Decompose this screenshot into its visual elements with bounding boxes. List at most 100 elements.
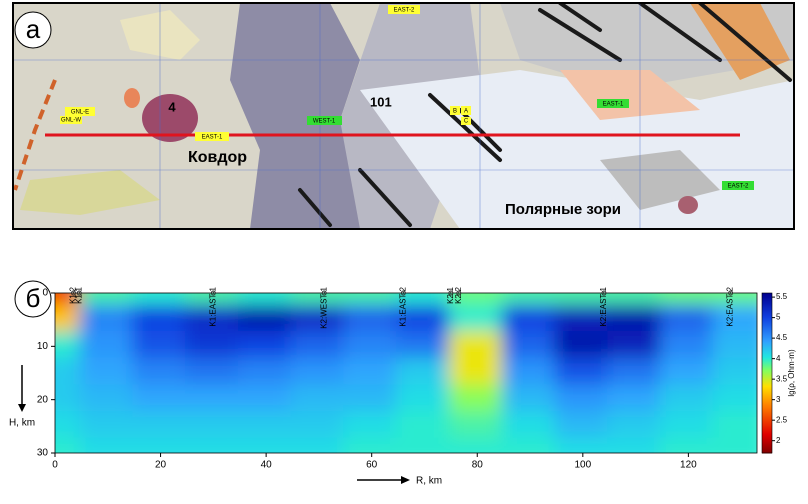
- heat-cell: [79, 357, 137, 389]
- station-tag: EAST-1: [603, 102, 624, 108]
- station-label: K1:EAST-2: [398, 286, 407, 326]
- station-label: K1:EAST-1: [208, 286, 217, 326]
- heat-cell: [501, 331, 559, 362]
- colorbar-segment: [762, 393, 772, 396]
- colorbar-segment: [762, 333, 772, 336]
- x-tick-label: 120: [680, 460, 697, 471]
- colorbar-segment: [762, 337, 772, 340]
- y-tick-label: 30: [37, 448, 49, 459]
- heat-cell: [79, 384, 137, 415]
- panel-label: а: [26, 14, 41, 44]
- heat-cell: [607, 357, 664, 389]
- colorbar-frame: [761, 292, 773, 454]
- heat-cell: [659, 384, 717, 415]
- station-label: K2-2: [454, 286, 463, 303]
- heat-cell: [79, 331, 137, 362]
- colorbar-tick-label: 4: [776, 354, 781, 363]
- colorbar-segment: [762, 377, 772, 380]
- heat-cell: [607, 437, 664, 453]
- colorbar-segment: [762, 311, 772, 314]
- colorbar-segment: [762, 427, 772, 430]
- x-tick-label: 80: [472, 460, 484, 471]
- heat-cell: [712, 384, 757, 415]
- colorbar-segment: [762, 391, 772, 394]
- heat-cell: [132, 331, 189, 362]
- colorbar-segment: [762, 403, 772, 406]
- colorbar-tick-label: 2: [776, 436, 781, 445]
- colorbar-segment: [762, 297, 772, 300]
- heat-cell: [554, 384, 612, 415]
- colorbar-segment: [762, 397, 772, 400]
- colorbar-segment: [762, 373, 772, 376]
- colorbar-segment: [762, 405, 772, 408]
- colorbar-segment: [762, 423, 772, 426]
- heat-cell: [290, 437, 348, 453]
- heat-cell: [132, 304, 189, 335]
- colorbar-segment: [762, 351, 772, 354]
- heat-cell: [396, 411, 453, 442]
- station-label: K2:EAST-1: [599, 286, 608, 326]
- heat-cell: [132, 411, 189, 442]
- station-tag: EAST-1: [202, 135, 223, 141]
- heat-cell: [237, 411, 295, 442]
- station-tag: B: [453, 109, 457, 115]
- colorbar-segment: [762, 359, 772, 362]
- y-tick-label: 20: [37, 394, 49, 405]
- geologic-map: [13, 3, 794, 229]
- heat-cell: [184, 304, 242, 335]
- station-marker: [210, 290, 216, 296]
- town-label: Ковдор: [188, 149, 247, 166]
- colorbar-tick-label: 3.5: [776, 374, 788, 383]
- heat-cell: [79, 304, 137, 335]
- heat-cell: [501, 304, 559, 335]
- heat-cell: [712, 411, 757, 442]
- heat-cell: [290, 384, 348, 415]
- heat-cell: [554, 304, 612, 335]
- heat-cell: [607, 331, 664, 362]
- colorbar-segment: [762, 357, 772, 360]
- heat-cell: [712, 331, 757, 362]
- colorbar-segment: [762, 441, 772, 444]
- heat-cell: [448, 331, 506, 362]
- heat-cell: [237, 437, 295, 453]
- colorbar-segment: [762, 437, 772, 440]
- colorbar-segment: [762, 307, 772, 310]
- heat-cell: [290, 304, 348, 335]
- colorbar-segment: [762, 451, 772, 454]
- station-tag: EAST-2: [394, 8, 415, 14]
- colorbar-segment: [762, 369, 772, 372]
- x-tick-label: 60: [366, 460, 378, 471]
- y-axis-label: H, km: [9, 418, 35, 429]
- y-tick-label: 0: [42, 288, 48, 299]
- colorbar-tick-label: 3: [776, 395, 781, 404]
- colorbar-segment: [762, 443, 772, 446]
- heat-cell: [237, 304, 295, 335]
- colorbar-segment: [762, 365, 772, 368]
- colorbar-segment: [762, 417, 772, 420]
- heat-cell: [184, 384, 242, 415]
- station-tag: EAST-2: [728, 184, 749, 190]
- panel-label: б: [26, 283, 41, 313]
- colorbar-segment: [762, 433, 772, 436]
- y-tick-label: 10: [37, 341, 49, 352]
- heat-cell: [712, 304, 757, 335]
- heat-cell: [55, 304, 84, 335]
- heat-cell: [237, 384, 295, 415]
- belt-label: 101: [370, 94, 392, 109]
- colorbar-segment: [762, 429, 772, 432]
- heat-cell: [132, 357, 189, 389]
- colorbar-segment: [762, 383, 772, 386]
- colorbar-segment: [762, 409, 772, 412]
- heat-cell: [607, 384, 664, 415]
- colorbar-label: lg(ρ, Ohm·m): [787, 349, 796, 397]
- heat-cell: [659, 411, 717, 442]
- colorbar-segment: [762, 299, 772, 302]
- colorbar-segment: [762, 381, 772, 384]
- colorbar-segment: [762, 309, 772, 312]
- colorbar-segment: [762, 345, 772, 348]
- colorbar-segment: [762, 435, 772, 438]
- heat-cell: [55, 357, 84, 389]
- x-tick-label: 20: [155, 460, 167, 471]
- colorbar-segment: [762, 319, 772, 322]
